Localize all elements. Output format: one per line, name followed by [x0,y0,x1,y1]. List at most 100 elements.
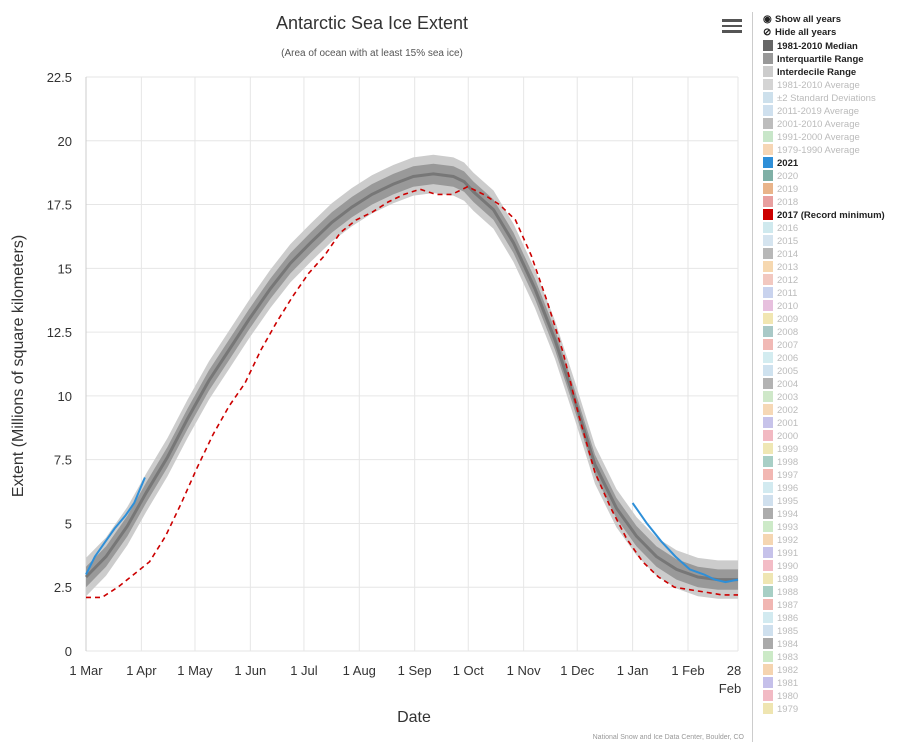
legend-item[interactable]: 1987 [763,599,798,612]
legend-item[interactable]: 1990 [763,560,798,573]
legend-swatch [763,690,773,701]
legend-item[interactable]: 2017 (Record minimum) [763,209,885,222]
legend-label: 2002 [777,405,799,416]
legend-item[interactable]: 1993 [763,521,798,534]
legend-swatch [763,339,773,350]
legend-swatch [763,79,773,90]
show-all-years-button[interactable]: ◉ Show all years [763,14,841,25]
legend-item[interactable]: 1981-2010 Average [763,79,860,92]
legend-item[interactable]: 1980 [763,690,798,703]
legend-item[interactable]: 2020 [763,170,798,183]
legend-label: 2006 [777,353,799,364]
legend-item[interactable]: 1979-1990 Average [763,144,860,157]
legend-item[interactable]: 2002 [763,404,798,417]
legend-item[interactable]: 2015 [763,235,798,248]
legend-swatch [763,40,773,51]
legend-item[interactable]: Interquartile Range [763,53,864,66]
legend-item[interactable]: 1999 [763,443,798,456]
legend-swatch [763,287,773,298]
legend-item[interactable]: 2008 [763,326,798,339]
legend-swatch [763,274,773,285]
legend-item[interactable]: 1988 [763,586,798,599]
legend-item[interactable]: 2000 [763,430,798,443]
legend-swatch [763,560,773,571]
legend-item[interactable]: 2009 [763,313,798,326]
legend-swatch [763,170,773,181]
x-tick-label: 1 Jan [617,663,649,678]
legend-label: 1989 [777,574,799,585]
legend-item[interactable]: 1991 [763,547,798,560]
legend-item[interactable]: 2018 [763,196,798,209]
legend-label: 1990 [777,561,799,572]
legend-item[interactable]: 2012 [763,274,798,287]
legend-swatch [763,235,773,246]
legend-label: 1984 [777,639,799,650]
legend-item[interactable]: 2004 [763,378,798,391]
legend-item[interactable]: 2016 [763,222,798,235]
legend-item[interactable]: 2011-2019 Average [763,105,859,118]
hide-all-label: Hide all years [775,27,837,38]
legend-item[interactable]: 2001 [763,417,798,430]
legend-swatch [763,144,773,155]
legend-item[interactable]: 1992 [763,534,798,547]
legend-item[interactable]: 2010 [763,300,798,313]
legend-label: 1988 [777,587,799,598]
legend-label: 1998 [777,457,799,468]
legend-label: 1991 [777,548,799,559]
median-line [84,172,738,582]
legend-item[interactable]: 1981 [763,677,798,690]
legend-item[interactable]: 2011 [763,287,797,300]
y-tick-label: 10 [58,389,72,404]
legend-item[interactable]: 2001-2010 Average [763,118,860,131]
legend-item[interactable]: 1994 [763,508,798,521]
record-2017-line [86,185,738,599]
series-lines [84,172,739,599]
legend-item[interactable]: 1991-2000 Average [763,131,860,144]
hide-all-years-button[interactable]: ⊘ Hide all years [763,27,836,38]
legend-label: 1981-2010 Average [777,80,860,91]
legend-label: 2011-2019 Average [777,106,860,117]
legend-item[interactable]: 2007 [763,339,798,352]
legend-item[interactable]: 1985 [763,625,798,638]
legend-item[interactable]: 1997 [763,469,798,482]
legend-item[interactable]: 2003 [763,391,798,404]
legend-item[interactable]: 1984 [763,638,798,651]
legend-label: 1991-2000 Average [777,132,860,143]
legend-item[interactable]: 1979 [763,703,798,716]
legend-label: 2014 [777,249,799,260]
legend-item[interactable]: ±2 Standard Deviations [763,92,876,105]
legend-item[interactable]: Interdecile Range [763,66,856,79]
legend-label: 1980 [777,691,799,702]
legend-swatch [763,157,773,168]
legend-swatch [763,261,773,272]
legend-item[interactable]: 1995 [763,495,798,508]
legend-item[interactable]: 1986 [763,612,798,625]
legend-label: 1995 [777,496,799,507]
legend-label: 2005 [777,366,799,377]
legend-label: 1999 [777,444,799,455]
legend-item[interactable]: 1989 [763,573,798,586]
legend-item[interactable]: 1982 [763,664,798,677]
legend-label: 2020 [777,171,799,182]
y-tick-labels: 0 2.5 5 7.5 10 12.5 15 17.5 20 22.5 [47,70,72,659]
legend-swatch [763,469,773,480]
x-tick-label: 1 Sep [398,663,432,678]
legend-item[interactable]: 2005 [763,365,798,378]
legend-item[interactable]: 2014 [763,248,798,261]
legend-item[interactable]: 2021 [763,157,798,170]
legend-swatch [763,443,773,454]
legend-label: 1981 [777,678,799,689]
legend-item[interactable]: 1981-2010 Median [763,40,858,53]
legend-label: 2007 [777,340,799,351]
hamburger-menu-icon[interactable] [722,16,742,34]
legend-item[interactable]: 2013 [763,261,798,274]
x-tick-label: 28 [727,663,741,678]
legend-item[interactable]: 1996 [763,482,798,495]
legend-label: 1997 [777,470,799,481]
legend-item[interactable]: 2006 [763,352,798,365]
legend-item[interactable]: 2019 [763,183,798,196]
legend-item[interactable]: 1983 [763,651,798,664]
y-tick-label: 20 [58,134,72,149]
legend-item[interactable]: 1998 [763,456,798,469]
legend-swatch [763,651,773,662]
